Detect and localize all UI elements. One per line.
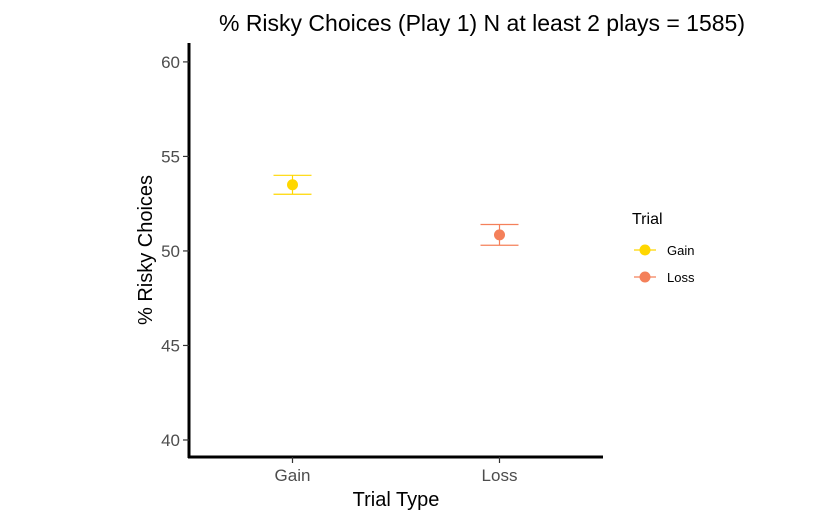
legend-key-point-loss (639, 271, 651, 283)
legend: Trial Gain Loss (632, 211, 695, 285)
x-axis-ticks: Gain Loss (275, 457, 518, 485)
legend-label-loss: Loss (667, 270, 695, 285)
data-point-loss (494, 229, 505, 241)
y-tick-label: 50 (161, 242, 180, 261)
y-axis-ticks: 40 45 50 55 60 (161, 53, 189, 450)
y-tick-label: 40 (161, 431, 180, 450)
legend-title: Trial (632, 211, 663, 228)
data-point-gain (287, 179, 298, 191)
y-tick-label: 55 (161, 147, 180, 166)
chart-title: % Risky Choices (Play 1) N at least 2 pl… (219, 10, 745, 36)
x-tick-label: Gain (275, 466, 311, 485)
plot-area (273, 174, 519, 246)
x-axis-title: Trial Type (353, 489, 440, 511)
y-tick-label: 45 (161, 336, 180, 355)
x-tick-label: Loss (482, 466, 518, 485)
legend-key-point-gain (639, 244, 651, 256)
legend-label-gain: Gain (667, 243, 694, 258)
y-axis-title: % Risky Choices (135, 175, 157, 325)
y-tick-label: 60 (161, 53, 180, 72)
